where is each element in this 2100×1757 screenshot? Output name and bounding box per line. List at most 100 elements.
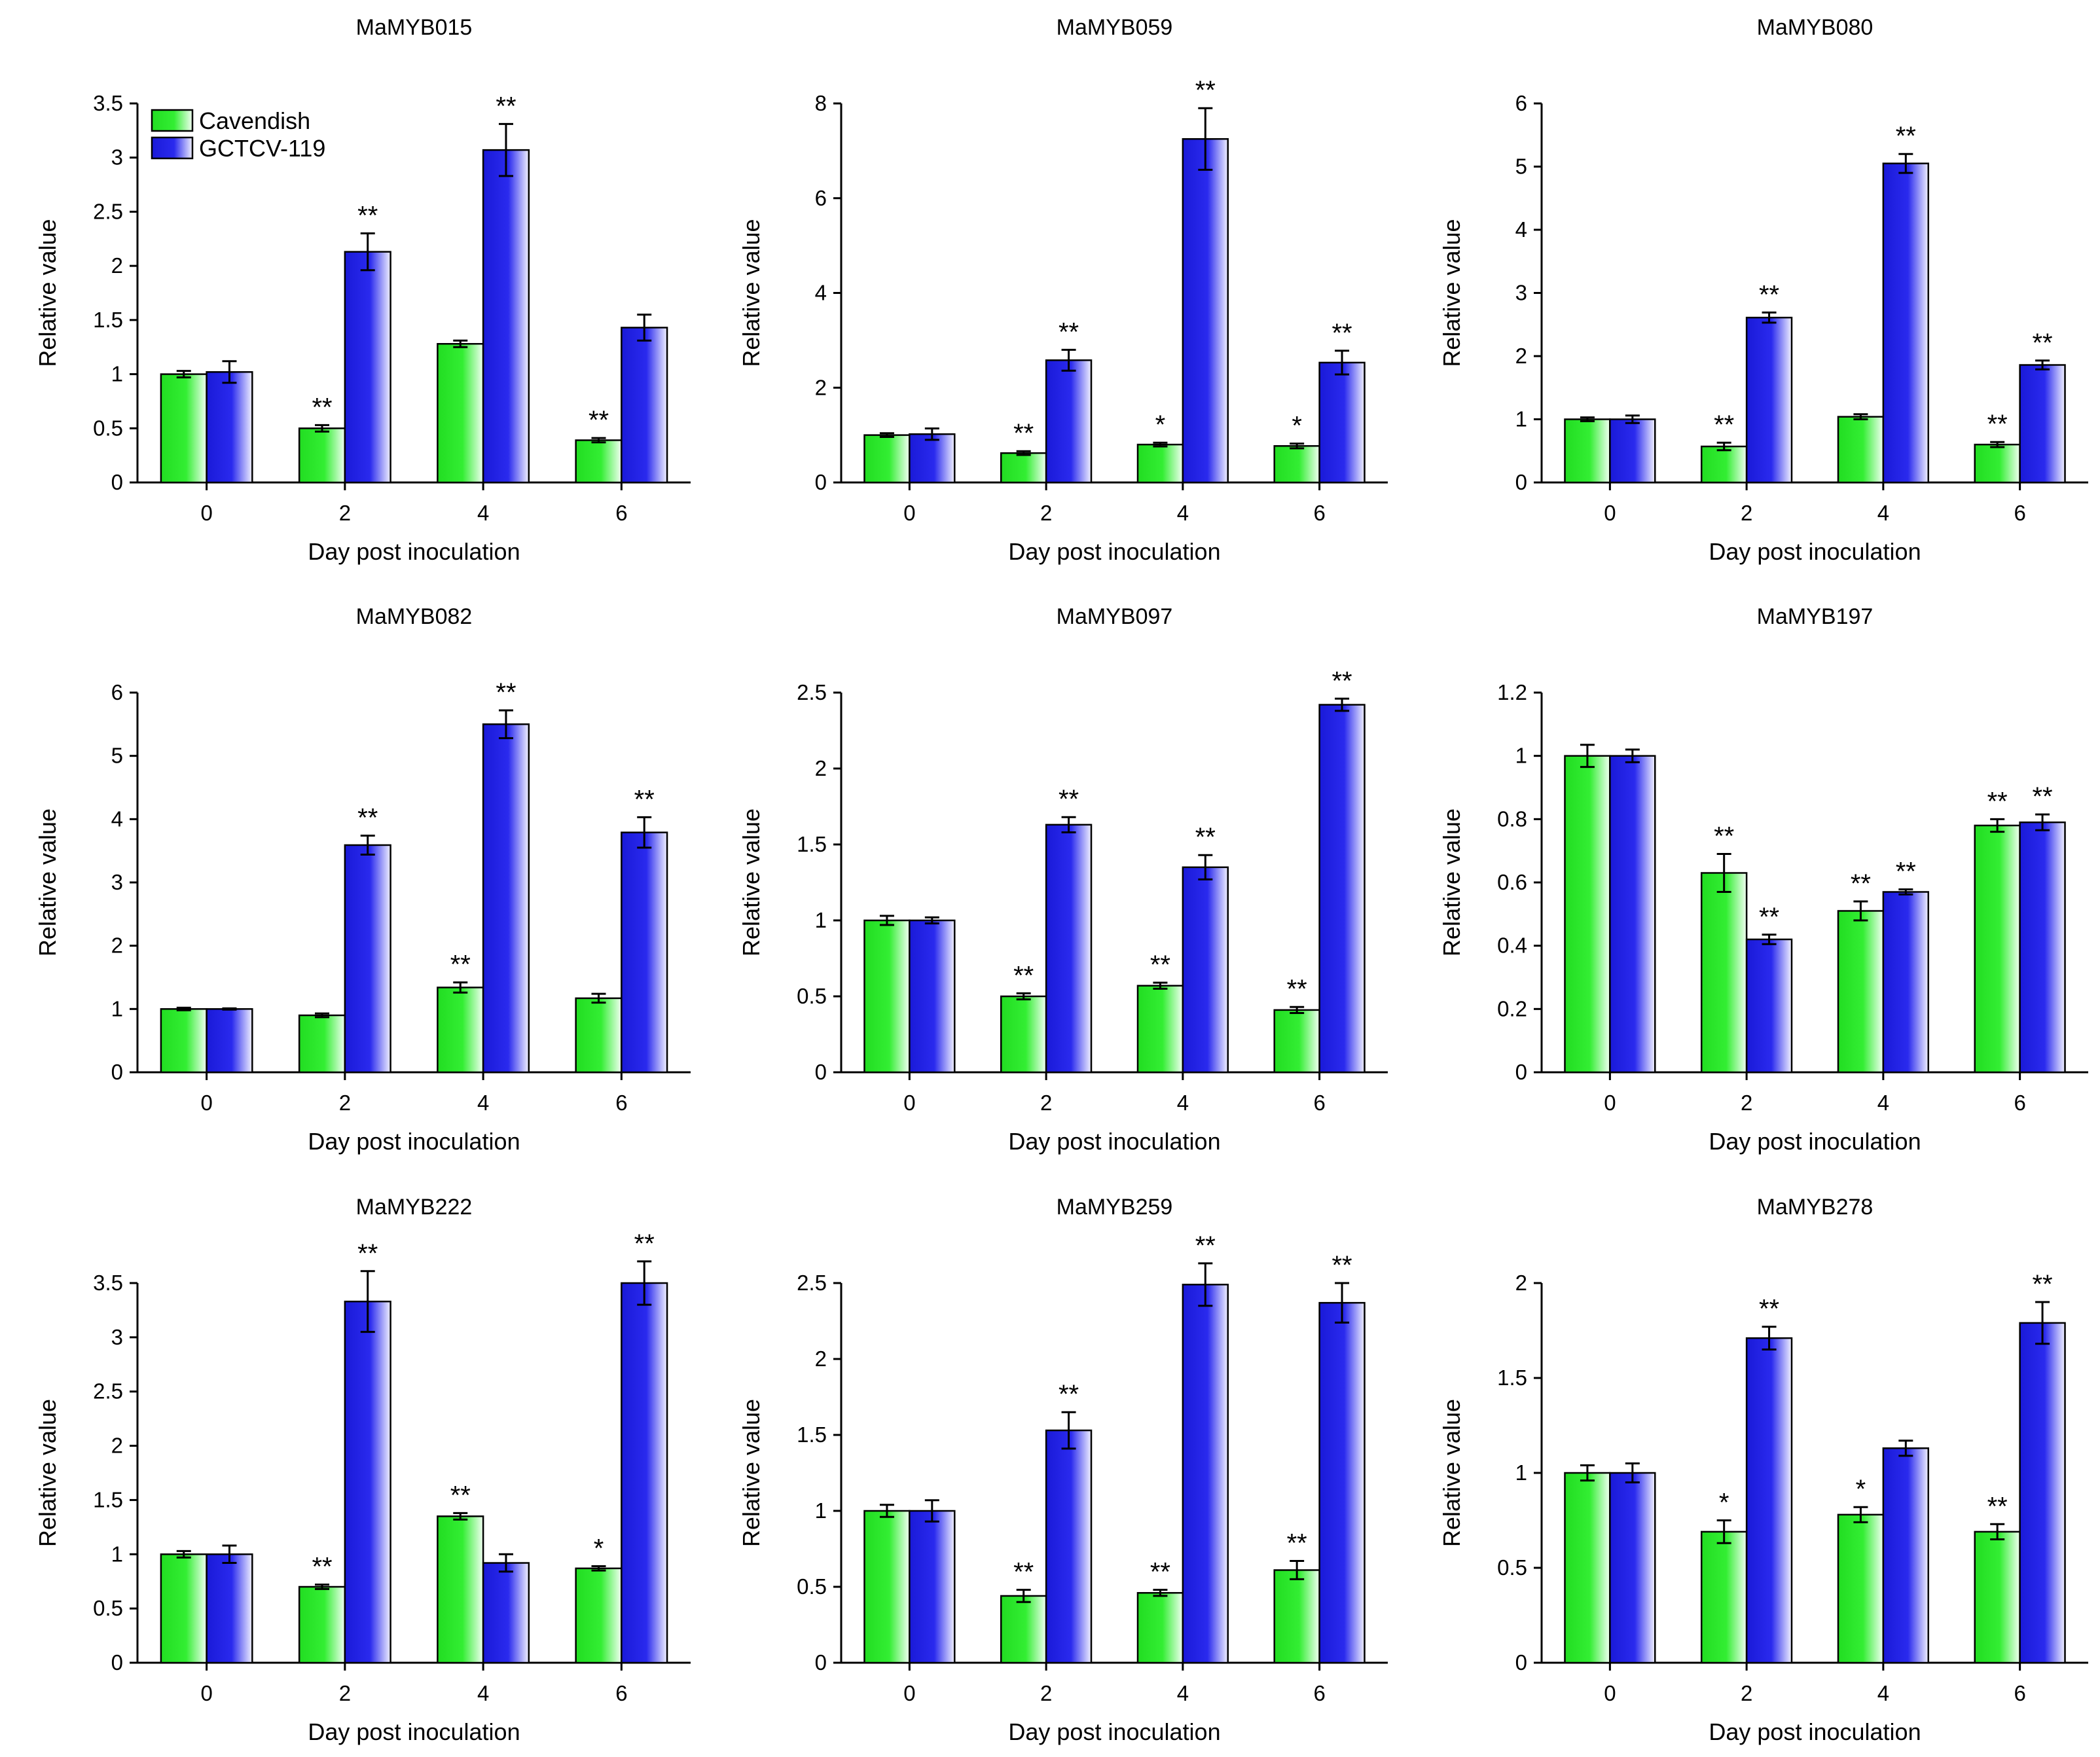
x-tick-label: 2 [1040, 1091, 1052, 1115]
significance-mark: * [1719, 1489, 1729, 1517]
bar-cavendish-day-6 [1974, 443, 2021, 484]
y-tick-label: 0 [815, 1060, 827, 1084]
chart-panel-mamyb097: MaMYB097 0 0.5 1 1.5 2 2.5 Relative value 0 2 ** **… [738, 604, 1388, 1155]
bar-cavendish-day-2 [1700, 445, 1748, 484]
bar-gctcv-119-day-6 [621, 327, 668, 484]
bar-gctcv-119-day-2 [1745, 938, 1793, 1074]
y-axis-label: Relative value [34, 219, 61, 367]
bar-gctcv-119-day-2 [1745, 1337, 1793, 1664]
significance-mark: ** [450, 951, 471, 979]
bar-gctcv-119-day-2 [1045, 1429, 1093, 1664]
x-axis-label: Day post inoculation [308, 1128, 520, 1155]
legend-entry: Cavendish [199, 107, 310, 134]
bar-cavendish-day-4 [1837, 416, 1885, 484]
significance-mark: * [1856, 1475, 1866, 1504]
y-tick-label: 1.5 [93, 1487, 123, 1512]
chart-panel-mamyb197: MaMYB197 0 0.2 0.4 0.6 0.8 1 1.2 Relative value 0… [1438, 604, 2088, 1155]
chart-title: MaMYB015 [356, 15, 473, 40]
y-tick-label: 6 [815, 186, 827, 210]
x-axis-label: Day post inoculation [308, 538, 520, 565]
y-tick-label: 1 [111, 1542, 123, 1566]
significance-mark: ** [634, 785, 655, 814]
significance-mark: ** [1059, 785, 1079, 814]
y-tick-label: 2.5 [797, 1271, 827, 1295]
bar-cavendish-day-4 [1837, 910, 1885, 1074]
significance-mark: ** [1013, 961, 1034, 990]
y-tick-label: 1 [815, 908, 827, 932]
bar-gctcv-119-day-0 [1609, 1472, 1656, 1664]
y-tick-label: 1.5 [797, 1422, 827, 1447]
bar-cavendish-day-2 [298, 427, 346, 484]
x-tick-label: 6 [615, 1091, 627, 1115]
x-axis-label: Day post inoculation [308, 1718, 520, 1745]
bar-gctcv-119-day-2 [344, 251, 391, 484]
bar-cavendish-day-2 [298, 1585, 346, 1664]
y-tick-label: 1 [111, 362, 123, 386]
significance-mark: * [1292, 412, 1302, 441]
y-tick-label: 3 [1515, 281, 1527, 305]
bar-cavendish-day-2 [1700, 1531, 1748, 1664]
x-tick-label: 4 [1177, 1091, 1189, 1115]
bar-gctcv-119-day-4 [482, 1562, 530, 1664]
significance-mark: ** [1714, 410, 1734, 439]
legend-swatch-gctcv-119 [151, 136, 194, 160]
significance-mark: ** [1195, 1231, 1216, 1260]
bar-gctcv-119-day-2 [344, 1300, 391, 1664]
y-tick-label: 4 [1515, 217, 1527, 242]
bar-cavendish-day-4 [1136, 443, 1184, 484]
x-tick-label: 2 [1040, 1681, 1052, 1705]
y-tick-label: 3 [111, 145, 123, 170]
x-tick-label: 6 [1313, 501, 1325, 525]
x-tick-label: 0 [200, 1091, 212, 1115]
y-tick-label: 0.5 [797, 984, 827, 1008]
y-tick-label: 5 [111, 744, 123, 768]
significance-mark: ** [1851, 869, 1871, 898]
y-tick-label: 6 [1515, 91, 1527, 115]
chart-title: MaMYB080 [1757, 15, 1874, 40]
y-tick-label: 0.5 [93, 1596, 123, 1620]
x-tick-label: 6 [2014, 1091, 2025, 1115]
y-tick-label: 0.4 [1497, 933, 1527, 958]
y-tick-label: 0.5 [1497, 1555, 1527, 1580]
bar-gctcv-119-day-4 [482, 149, 530, 484]
bar-cavendish-day-2 [1000, 995, 1047, 1074]
y-axis-label: Relative value [738, 1399, 765, 1547]
y-axis-label: Relative value [34, 1399, 61, 1547]
significance-mark: ** [496, 678, 516, 707]
bar-gctcv-119-day-6 [621, 831, 668, 1074]
bar-cavendish-day-0 [1564, 755, 1611, 1074]
bar-gctcv-119-day-0 [909, 919, 956, 1074]
significance-mark: ** [1059, 1380, 1079, 1409]
y-tick-label: 0.6 [1497, 870, 1527, 894]
bar-gctcv-119-day-0 [1609, 418, 1656, 484]
x-tick-label: 4 [1877, 1681, 1889, 1705]
legend-swatch-cavendish [151, 109, 194, 132]
y-tick-label: 0 [111, 1060, 123, 1084]
significance-mark: ** [2032, 782, 2052, 811]
bar-gctcv-119-day-4 [1882, 1447, 1930, 1664]
y-tick-label: 1.5 [93, 308, 123, 332]
y-tick-label: 0 [815, 470, 827, 494]
y-tick-label: 1.2 [1497, 680, 1527, 704]
significance-mark: ** [1287, 1529, 1307, 1558]
bar-gctcv-119-day-2 [1045, 359, 1093, 484]
significance-mark: * [1155, 410, 1166, 439]
chart-title: MaMYB097 [1057, 604, 1173, 629]
bar-cavendish-day-6 [575, 997, 623, 1074]
bar-gctcv-119-day-2 [1745, 316, 1793, 484]
bar-gctcv-119-day-6 [1318, 361, 1366, 484]
y-tick-label: 4 [815, 281, 827, 305]
chart-panel-mamyb080: MaMYB080 0 1 2 3 4 5 6 Relative value 0 2 ** ** 4 ** 6 *… [1438, 15, 2088, 565]
significance-mark: ** [1896, 122, 1916, 151]
x-tick-label: 2 [1741, 1091, 1752, 1115]
chart-panel-mamyb015: MaMYB015 0 0.5 1 1.5 2 2.5 3 3.5 Relative value 0 2… [34, 15, 691, 565]
bar-cavendish-day-0 [1564, 418, 1611, 484]
y-tick-label: 3 [111, 1325, 123, 1349]
x-tick-label: 2 [1741, 1681, 1752, 1705]
significance-mark: ** [312, 393, 332, 422]
bar-cavendish-day-2 [1000, 1595, 1047, 1664]
y-tick-label: 3.5 [93, 91, 123, 115]
y-axis-label: Relative value [1438, 808, 1465, 956]
